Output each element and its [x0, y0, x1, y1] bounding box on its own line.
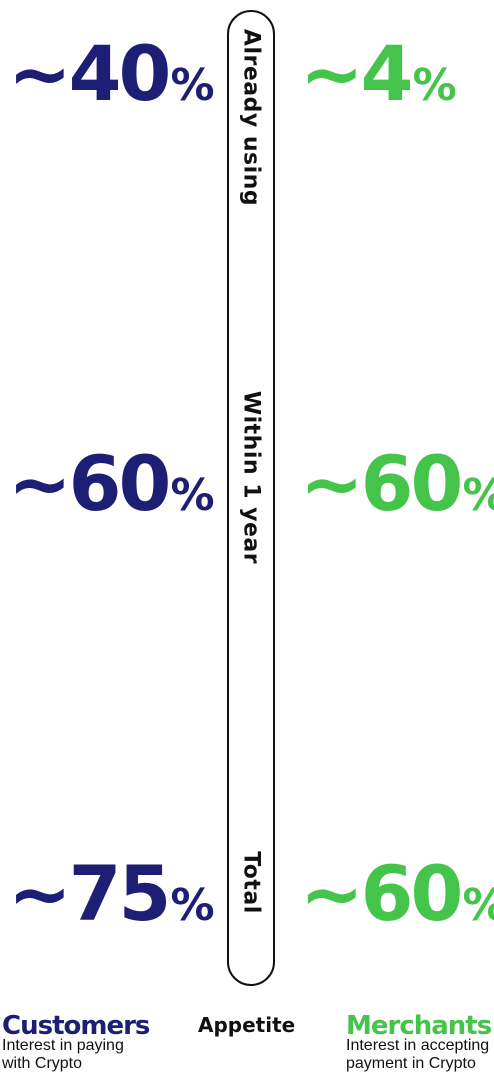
row-label-within-1-year: Within 1 year [238, 390, 264, 565]
merchants-description: Interest in accepting payment in Crypto [346, 1037, 490, 1072]
category-pill [227, 10, 275, 986]
row-label-total: Total [238, 851, 264, 914]
customers-title: Customers [2, 1011, 150, 1041]
row-label-already-using: Already using [238, 28, 264, 207]
value-number: ~60 [300, 439, 463, 528]
value-number: ~4 [300, 29, 414, 118]
merchants-value-total: ~60% [300, 856, 494, 932]
percent-sign: % [462, 470, 494, 521]
customers-value-total: ~75% [8, 856, 215, 932]
percent-sign: % [170, 470, 215, 521]
value-number: ~75 [8, 849, 171, 938]
appetite-title: Appetite [198, 1013, 296, 1037]
customers-value-within-1-year: ~60% [8, 446, 215, 522]
percent-sign: % [170, 880, 215, 931]
customers-value-already-using: ~40% [8, 36, 215, 112]
merchants-value-already-using: ~4% [300, 36, 457, 112]
value-number: ~40 [8, 29, 171, 118]
value-number: ~60 [300, 849, 463, 938]
percent-sign: % [462, 880, 494, 931]
percent-sign: % [170, 60, 215, 111]
customers-description: Interest in paying with Crypto [2, 1037, 124, 1072]
merchants-value-within-1-year: ~60% [300, 446, 494, 522]
percent-sign: % [412, 60, 457, 111]
value-number: ~60 [8, 439, 171, 528]
merchants-title: Merchants [346, 1011, 492, 1041]
